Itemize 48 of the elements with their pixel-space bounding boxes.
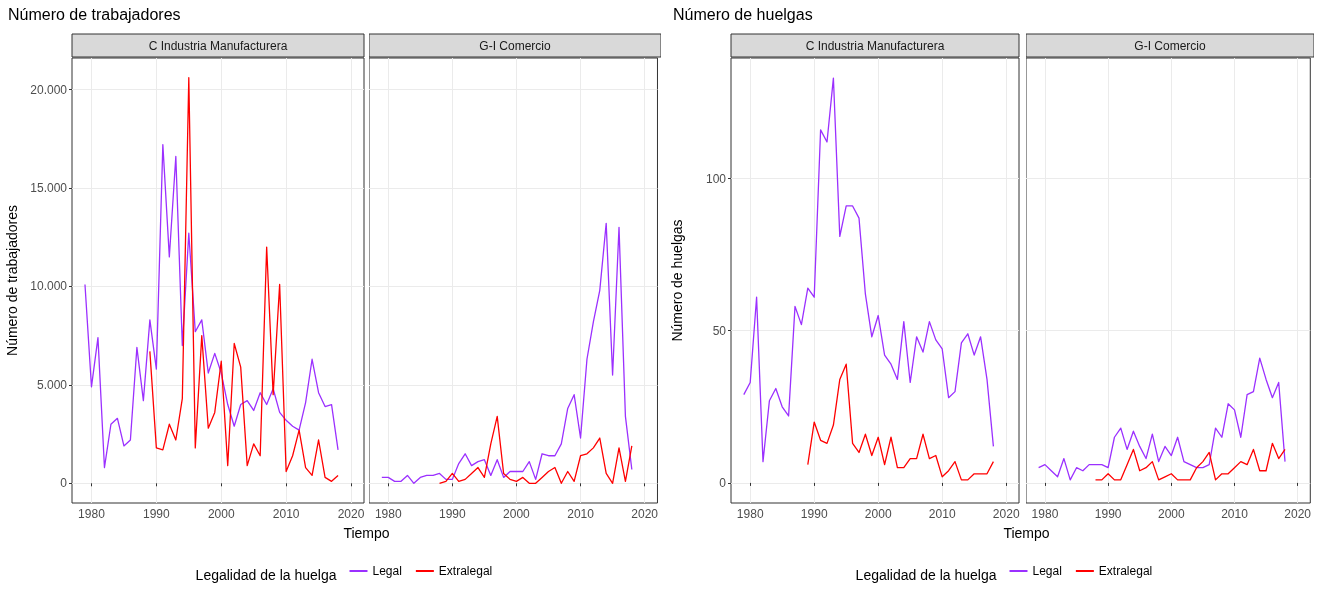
legend-label: Legal (1032, 564, 1062, 578)
x-tick-label: 2020 (337, 507, 365, 521)
x-tick-label: 2010 (567, 507, 595, 521)
x-tick-label: 2000 (503, 507, 531, 521)
legend-label: Legal (372, 564, 402, 578)
legend-label: Extralegal (1098, 564, 1153, 578)
x-axis-title: Tiempo (343, 525, 390, 541)
x-tick-label: 2000 (207, 507, 235, 521)
y-tick-label: 20.000 (30, 82, 68, 97)
legend-label: Extralegal (438, 564, 493, 578)
y-tick-label: 100 (705, 171, 727, 186)
x-tick-label: 1980 (1031, 507, 1059, 521)
x-tick-label: 1990 (438, 507, 467, 521)
line-series (743, 77, 995, 463)
x-tick-label: 2020 (631, 507, 659, 521)
x-tick-label: 2000 (864, 507, 892, 521)
y-tick-label: 50 (712, 323, 727, 338)
x-tick-label: 2010 (1221, 507, 1249, 521)
y-tick-label: 0 (719, 475, 727, 490)
y-tick-label: 5.000 (36, 377, 68, 392)
chart-subtitle: G-I Comercio (1134, 38, 1206, 53)
chart-subtitle: G-I Comercio (479, 38, 551, 53)
x-tick-label: 2010 (272, 507, 300, 521)
line-series (807, 363, 995, 481)
y-tick-label: 0 (60, 476, 68, 491)
y-axis-title: Número de trabajadores (4, 205, 20, 356)
chart-title: Número de huelgas (673, 5, 813, 23)
chart-title: Número de trabajadores (8, 5, 181, 23)
y-tick-label: 15.000 (30, 180, 68, 195)
line-series (149, 77, 339, 482)
x-axis-title: Tiempo (1003, 525, 1050, 541)
chart-subtitle: C Industria Manufacturera (805, 38, 945, 53)
x-tick-label: 2000 (1157, 507, 1185, 521)
x-tick-label: 1990 (143, 507, 171, 521)
y-axis-title: Número de huelgas (669, 219, 685, 342)
x-tick-label: 1980 (78, 507, 106, 521)
legend-title: Legalidad de la huelga (195, 567, 337, 583)
x-tick-label: 1980 (374, 507, 402, 521)
line-series (84, 143, 339, 469)
x-tick-label: 1990 (1094, 507, 1122, 521)
x-tick-label: 2020 (1284, 507, 1312, 521)
x-tick-label: 1990 (800, 507, 828, 521)
y-tick-label: 10.000 (30, 279, 68, 294)
chart-subtitle: C Industria Manufacturera (148, 38, 288, 53)
legend-title: Legalidad de la huelga (855, 567, 997, 583)
x-tick-label: 1980 (736, 507, 764, 521)
x-tick-label: 2010 (928, 507, 956, 521)
x-tick-label: 2020 (992, 507, 1020, 521)
